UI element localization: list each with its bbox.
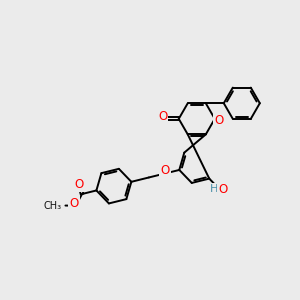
Text: O: O (74, 178, 84, 191)
Text: O: O (218, 183, 228, 196)
Text: O: O (69, 196, 79, 209)
Text: O: O (160, 164, 170, 177)
Text: O: O (158, 110, 167, 123)
Text: CH₃: CH₃ (43, 200, 61, 211)
Text: H: H (210, 184, 218, 194)
Text: O: O (214, 114, 224, 127)
